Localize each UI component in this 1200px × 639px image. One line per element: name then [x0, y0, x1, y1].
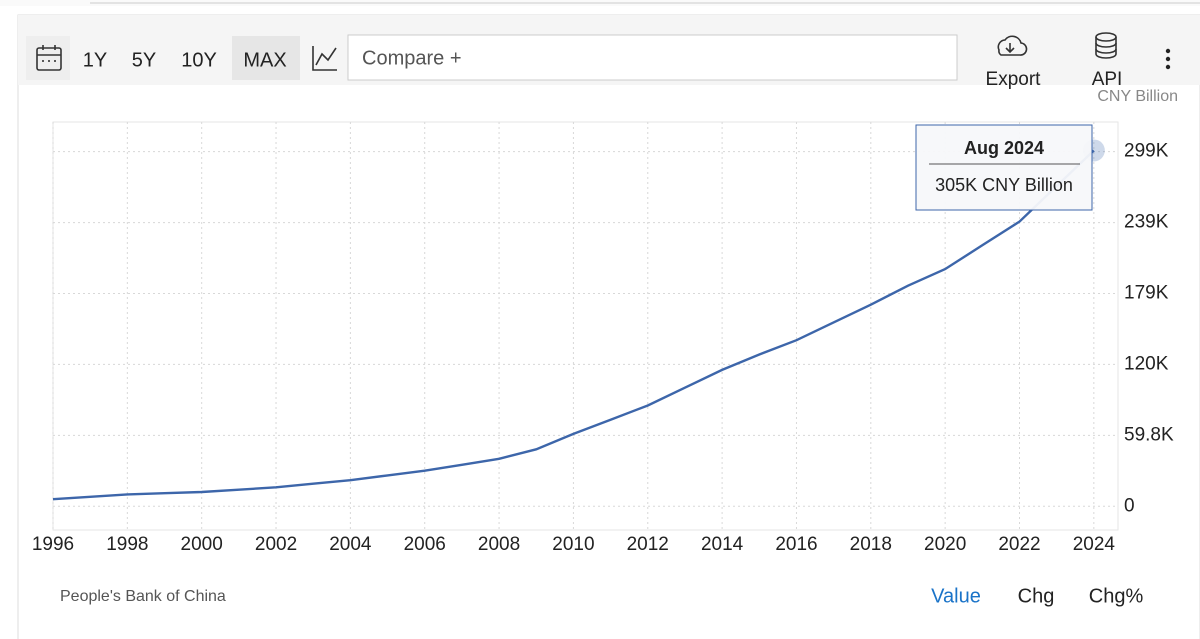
y-tick-label: 59.8K — [1124, 424, 1174, 445]
x-tick-label: 2022 — [998, 534, 1040, 555]
series-line — [52, 149, 1095, 501]
card — [17, 14, 1200, 639]
value-tab[interactable]: Chg — [1018, 585, 1055, 607]
y-tick-label: 179K — [1124, 283, 1169, 304]
range-button[interactable]: MAX — [243, 49, 286, 71]
calendar-bg — [26, 36, 70, 80]
plot-area — [52, 121, 1119, 531]
x-tick-label: 1996 — [32, 534, 74, 555]
tooltip-value: 305K CNY Billion — [935, 175, 1073, 195]
export-button[interactable]: Export — [986, 69, 1042, 90]
y-tick-label: 0 — [1124, 495, 1135, 516]
y-tick-label: 239K — [1124, 212, 1169, 233]
x-tick-label: 2012 — [627, 534, 669, 555]
source: People's Bank of China — [60, 588, 226, 605]
calendar-icon[interactable] — [36, 45, 62, 71]
x-tick-label: 2004 — [329, 534, 372, 555]
y-tick-label: 299K — [1124, 141, 1169, 162]
api-icon[interactable] — [1095, 32, 1117, 59]
x-tick-label: 2010 — [552, 534, 594, 555]
range-selected-bg — [232, 36, 300, 80]
compare-placeholder: Compare + — [362, 47, 462, 69]
x-tick-label: 2006 — [404, 534, 446, 555]
x-tick-label: 2008 — [478, 534, 520, 555]
unit-label: CNY Billion — [1097, 88, 1178, 105]
compare-input[interactable] — [347, 34, 958, 81]
chart-type-icon[interactable] — [312, 46, 337, 71]
tooltip-title: Aug 2024 — [964, 138, 1044, 158]
x-tick-label: 1998 — [106, 534, 148, 555]
range-button[interactable]: 5Y — [132, 49, 156, 71]
export-icon[interactable] — [997, 35, 1028, 56]
x-tick-label: 2018 — [850, 534, 892, 555]
plot: 1996 1998 2000 2002 2004 2006 2008 2010 2012 2014… — [32, 121, 1174, 555]
x-tick-label: 2002 — [255, 534, 297, 555]
x-tick-label: 2014 — [701, 534, 744, 555]
value-tab[interactable]: Chg% — [1089, 585, 1144, 607]
more-menu[interactable] — [1165, 48, 1171, 70]
value-tab[interactable]: Value — [931, 585, 981, 607]
x-tick-label: 2000 — [181, 534, 223, 555]
x-tick-label: 2024 — [1073, 534, 1116, 555]
api-button[interactable]: API — [1092, 69, 1123, 90]
y-tick-label: 120K — [1124, 353, 1169, 374]
range-button[interactable]: 1Y — [83, 49, 107, 71]
x-tick-label: 2016 — [775, 534, 817, 555]
range-button[interactable]: 10Y — [181, 49, 217, 71]
x-tick-label: 2020 — [924, 534, 966, 555]
tooltip-box — [915, 124, 1093, 211]
